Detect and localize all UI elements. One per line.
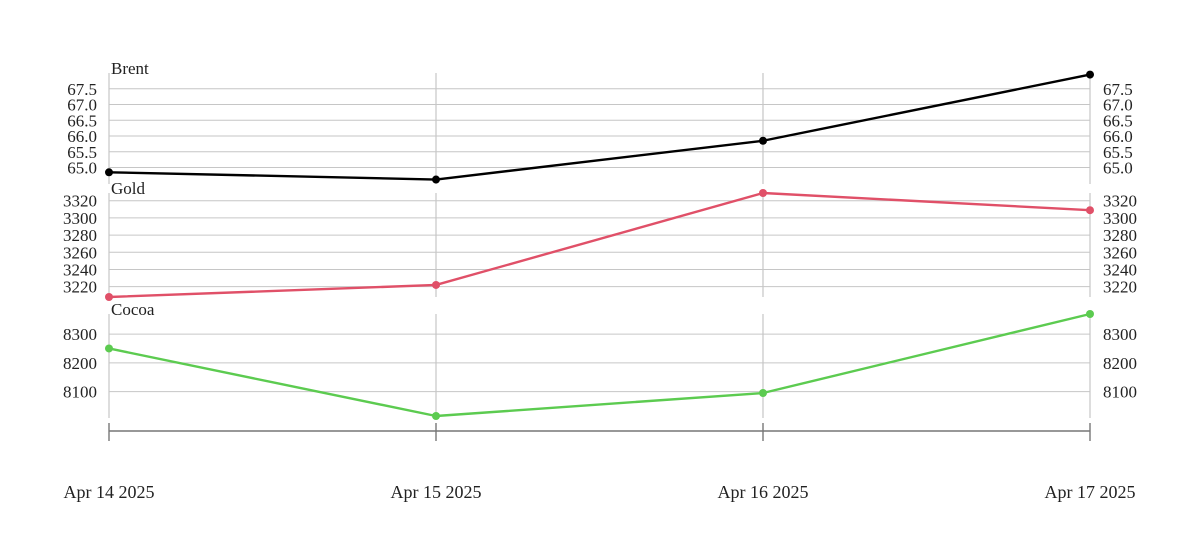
y-tick-left: 3260 [63, 243, 97, 262]
y-tick-right: 66.0 [1103, 127, 1133, 146]
y-tick-right: 8100 [1103, 383, 1137, 402]
data-point-gold [1086, 206, 1094, 215]
panel-cocoa: 8100 8100 8200 8200 8300 8300 Cocoa [63, 300, 1137, 420]
y-tick-left: 66.0 [67, 127, 97, 146]
x-tick-label: Apr 16 2025 [718, 482, 809, 502]
data-point-cocoa [105, 344, 113, 353]
x-tick-label: Apr 15 2025 [391, 482, 482, 502]
series-line-gold [108, 191, 1091, 299]
y-tick-left: 67.5 [67, 80, 97, 99]
data-point-brent [759, 136, 767, 145]
y-tick-right: 3300 [1103, 209, 1137, 228]
y-tick-left: 8100 [63, 383, 97, 402]
data-point-brent [105, 168, 113, 177]
y-tick-left: 8200 [63, 354, 97, 373]
data-point-cocoa [432, 412, 440, 420]
data-point-brent [1086, 70, 1094, 79]
y-tick-right: 67.5 [1103, 80, 1133, 99]
data-point-brent [432, 175, 440, 184]
y-tick-left: 3280 [63, 226, 97, 245]
y-tick-right: 3280 [1103, 226, 1137, 245]
data-point-cocoa [759, 389, 767, 398]
x-tick-label: Apr 14 2025 [64, 482, 155, 502]
x-axis: Apr 14 2025 Apr 15 2025 Apr 16 2025 Apr 17 … [64, 423, 1136, 502]
panel-brent: 65.0 65.065.5 65.566.0 66.066.5 66.567.0 67.0… [67, 59, 1133, 184]
series-line-cocoa [108, 312, 1091, 418]
y-tick-left: 3300 [63, 209, 97, 228]
panel-title: Brent [111, 59, 149, 78]
y-tick-left: 3220 [63, 278, 97, 297]
y-tick-right: 65.5 [1103, 143, 1133, 162]
y-tick-left: 65.0 [67, 159, 97, 178]
y-tick-right: 8300 [1103, 325, 1137, 344]
series-line-brent [108, 73, 1091, 181]
data-point-cocoa [1086, 310, 1094, 318]
y-tick-right: 3260 [1103, 243, 1137, 262]
y-tick-right: 3220 [1103, 278, 1137, 297]
data-point-gold [105, 293, 113, 301]
y-tick-right: 3320 [1103, 192, 1137, 211]
panel-title: Gold [111, 179, 146, 198]
y-tick-right: 3240 [1103, 260, 1137, 279]
y-tick-right: 8200 [1103, 354, 1137, 373]
y-tick-left: 67.0 [67, 96, 97, 115]
y-tick-left: 65.5 [67, 143, 97, 162]
panel-title: Cocoa [111, 300, 155, 319]
y-tick-right: 65.0 [1103, 159, 1133, 178]
y-tick-right: 67.0 [1103, 96, 1133, 115]
y-tick-left: 8300 [63, 325, 97, 344]
y-tick-left: 3320 [63, 192, 97, 211]
data-point-gold [759, 189, 767, 197]
y-tick-right: 66.5 [1103, 111, 1133, 130]
y-tick-left: 3240 [63, 260, 97, 279]
data-point-gold [432, 280, 440, 289]
y-tick-left: 66.5 [67, 111, 97, 130]
x-tick-label: Apr 17 2025 [1045, 482, 1136, 502]
